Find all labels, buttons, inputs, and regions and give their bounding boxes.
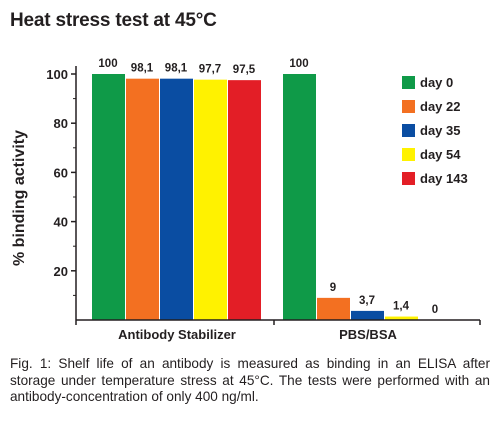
data-label-0-3: 97,7 (199, 64, 221, 76)
legend-label-3: day 54 (420, 147, 461, 162)
data-label-1-1: 9 (330, 282, 336, 294)
value-labels-layer: 100 98,1 98,1 97,7 97,5 100 9 3,7 1,4 0 (98, 58, 438, 316)
legend-label-4: day 143 (420, 171, 468, 186)
legend-swatch-4 (402, 172, 415, 185)
x-tick-label-1: PBS/BSA (339, 327, 397, 342)
data-label-1-0: 100 (289, 58, 308, 70)
data-label-0-4: 97,5 (233, 64, 256, 76)
bar-0-0 (92, 74, 125, 320)
data-label-1-2: 3,7 (359, 295, 375, 307)
y-tick-label-1: 40 (54, 215, 68, 230)
x-tick-label-0: Antibody Stabilizer (118, 327, 236, 342)
legend-label-1: day 22 (420, 99, 460, 114)
bar-0-3 (194, 79, 227, 321)
data-label-0-2: 98,1 (165, 63, 188, 75)
bar-chart: 100 98,1 98,1 97,7 97,5 100 9 3,7 1,4 0 Antibody … (11, 58, 481, 342)
bar-0-1 (126, 78, 159, 320)
y-tick-label-0: 20 (54, 264, 68, 279)
bar-1-3 (385, 316, 418, 320)
bar-0-4 (228, 80, 261, 321)
bars-layer (92, 74, 418, 321)
data-label-1-4: 0 (432, 304, 438, 316)
y-axis-label: % binding activity (11, 130, 28, 266)
y-tick-label-3: 80 (54, 116, 68, 131)
bar-1-2 (351, 310, 384, 320)
chart-title: Heat stress test at 45°C (10, 10, 217, 31)
data-label-0-0: 100 (98, 58, 117, 70)
y-tick-label-2: 60 (54, 165, 68, 180)
axis-layer: Antibody Stabilizer PBS/BSA 20 40 60 80 100 (46, 66, 481, 342)
y-tick-label-4: 100 (46, 67, 68, 82)
legend-swatch-1 (402, 100, 415, 113)
bar-0-2 (160, 78, 193, 320)
data-label-1-3: 1,4 (393, 301, 410, 313)
legend-swatch-0 (402, 76, 415, 89)
legend: day 0 day 22 day 35 day 54 day 143 (402, 75, 468, 186)
legend-label-0: day 0 (420, 75, 453, 90)
figure-caption: Fig. 1: Shelf life of an antibody is mea… (10, 356, 490, 404)
data-label-0-1: 98,1 (131, 63, 154, 75)
legend-label-2: day 35 (420, 123, 460, 138)
bar-1-1 (317, 297, 350, 320)
legend-swatch-2 (402, 124, 415, 137)
legend-swatch-3 (402, 148, 415, 161)
bar-1-0 (283, 74, 316, 320)
